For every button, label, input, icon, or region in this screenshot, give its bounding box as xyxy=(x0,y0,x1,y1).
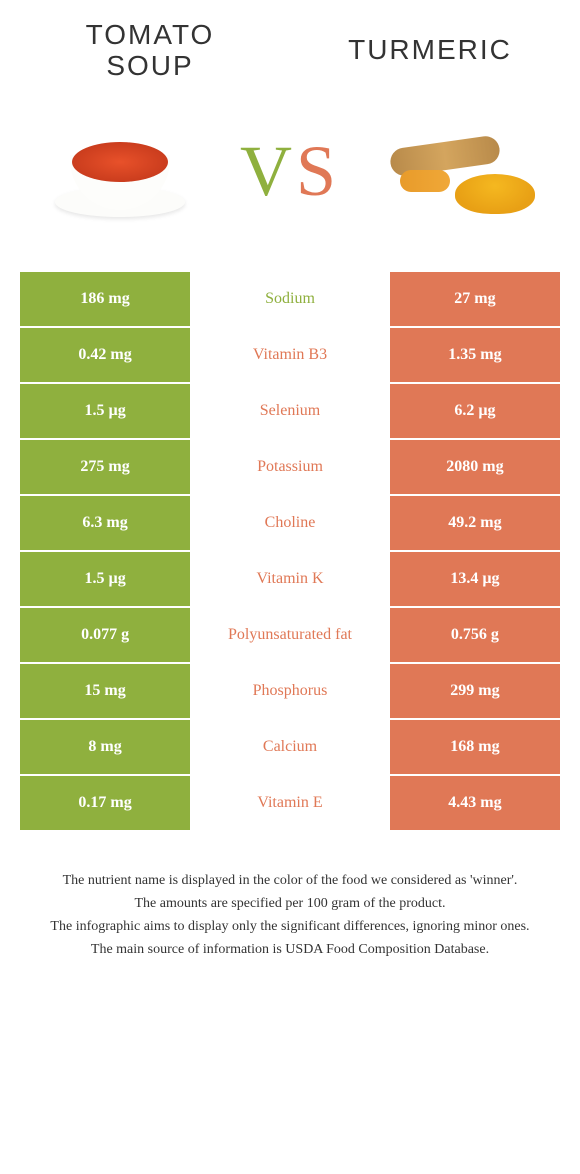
table-row: 6.3 mgCholine49.2 mg xyxy=(20,496,560,550)
nutrient-table: 186 mgSodium27 mg0.42 mgVitamin B31.35 m… xyxy=(20,272,560,830)
table-row: 0.17 mgVitamin E4.43 mg xyxy=(20,776,560,830)
right-value-cell: 2080 mg xyxy=(390,440,560,494)
left-value-cell: 0.077 g xyxy=(20,608,190,662)
footnotes: The nutrient name is displayed in the co… xyxy=(30,870,550,960)
table-row: 1.5 µgSelenium6.2 µg xyxy=(20,384,560,438)
left-food-title: Tomato soup xyxy=(50,20,250,82)
left-title-line2: soup xyxy=(106,50,193,81)
right-value-cell: 4.43 mg xyxy=(390,776,560,830)
right-value-cell: 0.756 g xyxy=(390,608,560,662)
nutrient-label-cell: Vitamin K xyxy=(192,552,388,606)
nutrient-label-cell: Vitamin B3 xyxy=(192,328,388,382)
left-value-cell: 15 mg xyxy=(20,664,190,718)
left-value-cell: 0.42 mg xyxy=(20,328,190,382)
nutrient-label-cell: Potassium xyxy=(192,440,388,494)
footnote-line: The nutrient name is displayed in the co… xyxy=(30,870,550,891)
vs-letter-v: V xyxy=(240,131,296,211)
nutrient-label-cell: Phosphorus xyxy=(192,664,388,718)
table-row: 186 mgSodium27 mg xyxy=(20,272,560,326)
table-row: 0.077 gPolyunsaturated fat0.756 g xyxy=(20,608,560,662)
versus-row: VS xyxy=(0,82,580,272)
right-food-title: Turmeric xyxy=(330,35,530,66)
turmeric-icon xyxy=(385,122,535,222)
footnote-line: The amounts are specified per 100 gram o… xyxy=(30,893,550,914)
left-food-image xyxy=(40,112,200,232)
right-food-image xyxy=(380,112,540,232)
right-value-cell: 49.2 mg xyxy=(390,496,560,550)
left-value-cell: 8 mg xyxy=(20,720,190,774)
right-value-cell: 27 mg xyxy=(390,272,560,326)
right-value-cell: 168 mg xyxy=(390,720,560,774)
right-value-cell: 1.35 mg xyxy=(390,328,560,382)
header: Tomato soup Turmeric xyxy=(0,0,580,82)
nutrient-label-cell: Sodium xyxy=(192,272,388,326)
left-value-cell: 186 mg xyxy=(20,272,190,326)
nutrient-label-cell: Vitamin E xyxy=(192,776,388,830)
right-value-cell: 13.4 µg xyxy=(390,552,560,606)
nutrient-label-cell: Calcium xyxy=(192,720,388,774)
left-value-cell: 1.5 µg xyxy=(20,552,190,606)
footnote-line: The infographic aims to display only the… xyxy=(30,916,550,937)
right-value-cell: 6.2 µg xyxy=(390,384,560,438)
tomato-soup-icon xyxy=(50,122,190,222)
footnote-line: The main source of information is USDA F… xyxy=(30,939,550,960)
left-value-cell: 6.3 mg xyxy=(20,496,190,550)
left-value-cell: 275 mg xyxy=(20,440,190,494)
nutrient-label-cell: Polyunsaturated fat xyxy=(192,608,388,662)
right-value-cell: 299 mg xyxy=(390,664,560,718)
table-row: 275 mgPotassium2080 mg xyxy=(20,440,560,494)
table-row: 8 mgCalcium168 mg xyxy=(20,720,560,774)
nutrient-label-cell: Selenium xyxy=(192,384,388,438)
table-row: 0.42 mgVitamin B31.35 mg xyxy=(20,328,560,382)
table-row: 1.5 µgVitamin K13.4 µg xyxy=(20,552,560,606)
table-row: 15 mgPhosphorus299 mg xyxy=(20,664,560,718)
left-value-cell: 1.5 µg xyxy=(20,384,190,438)
nutrient-label-cell: Choline xyxy=(192,496,388,550)
left-value-cell: 0.17 mg xyxy=(20,776,190,830)
left-title-line1: Tomato xyxy=(86,19,215,50)
vs-label: VS xyxy=(240,130,340,213)
vs-letter-s: S xyxy=(296,131,340,211)
